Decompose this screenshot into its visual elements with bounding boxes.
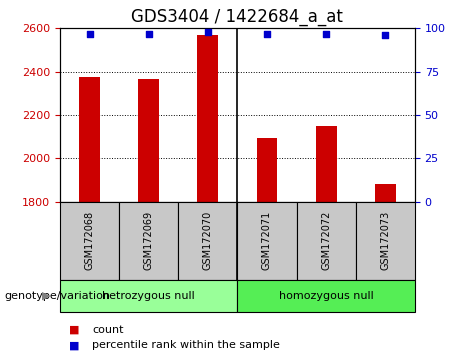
Point: [204, 29, 212, 35]
Bar: [178, 202, 237, 280]
Text: count: count: [92, 325, 124, 335]
Text: hetrozygous null: hetrozygous null: [102, 291, 195, 301]
Point: [322, 31, 330, 36]
Bar: [257, 138, 278, 202]
Point: [263, 31, 271, 36]
Title: GDS3404 / 1422684_a_at: GDS3404 / 1422684_a_at: [131, 8, 343, 25]
Text: GSM172068: GSM172068: [84, 211, 95, 270]
Bar: [60, 202, 119, 280]
Point: [145, 31, 152, 36]
Text: GSM172069: GSM172069: [144, 211, 154, 270]
Bar: [316, 126, 337, 202]
Text: percentile rank within the sample: percentile rank within the sample: [92, 340, 280, 350]
Bar: [296, 202, 356, 280]
Text: ■: ■: [69, 340, 80, 350]
Text: GSM172073: GSM172073: [380, 211, 390, 270]
Bar: [197, 35, 218, 202]
Text: genotype/variation: genotype/variation: [5, 291, 111, 301]
Text: ▶: ▶: [42, 291, 51, 301]
Bar: [79, 77, 100, 202]
Bar: [237, 202, 296, 280]
Bar: [119, 202, 178, 280]
Text: homozygous null: homozygous null: [279, 291, 373, 301]
Text: GSM172072: GSM172072: [321, 211, 331, 270]
Bar: [60, 280, 237, 312]
Bar: [356, 202, 415, 280]
Text: ■: ■: [69, 325, 80, 335]
Point: [86, 31, 93, 36]
Bar: [375, 184, 396, 202]
Point: [382, 33, 389, 38]
Text: GSM172070: GSM172070: [203, 211, 213, 270]
Text: GSM172071: GSM172071: [262, 211, 272, 270]
Bar: [138, 79, 159, 202]
Bar: [237, 280, 415, 312]
